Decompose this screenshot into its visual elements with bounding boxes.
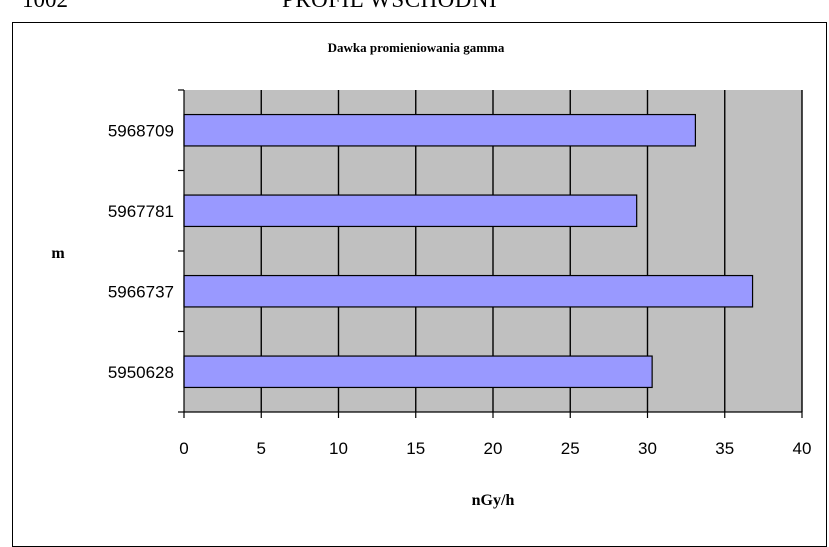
x-tick-label-5: 5 — [257, 439, 266, 458]
page-header: 1002 PROFIL WSCHODNI — [0, 0, 829, 13]
x-tick-label-0: 0 — [179, 439, 188, 458]
header-left-text: 1002 — [22, 0, 68, 13]
x-axis-title: nGy/h — [472, 492, 515, 509]
bar-5950628 — [183, 355, 653, 389]
y-tick-label-5950628: 5950628 — [108, 363, 174, 382]
bar-5966737 — [183, 274, 754, 308]
y-tick-labels: 5968709 5967781 5966737 5950628 — [108, 121, 174, 382]
chart-title: Dawka promieniowania gamma — [328, 40, 505, 55]
x-tick-label-30: 30 — [638, 439, 657, 458]
x-tick-label-40: 40 — [793, 439, 812, 458]
x-tick-label-20: 20 — [484, 439, 503, 458]
y-axis-title: m — [51, 245, 65, 262]
x-tick-label-10: 10 — [329, 439, 348, 458]
bar-5968709 — [183, 113, 696, 147]
bar-5967781 — [183, 194, 638, 228]
x-tick-label-15: 15 — [406, 439, 425, 458]
y-tick-label-5968709: 5968709 — [108, 121, 174, 140]
y-tick-label-5966737: 5966737 — [108, 282, 174, 301]
axes — [178, 89, 803, 418]
bars — [183, 113, 754, 389]
x-tick-label-35: 35 — [715, 439, 734, 458]
header-right-text: PROFIL WSCHODNI — [282, 0, 497, 13]
x-tick-labels: 0 5 10 15 20 25 30 35 40 — [179, 439, 811, 458]
y-tick-label-5967781: 5967781 — [108, 202, 174, 221]
x-tick-label-25: 25 — [561, 439, 580, 458]
